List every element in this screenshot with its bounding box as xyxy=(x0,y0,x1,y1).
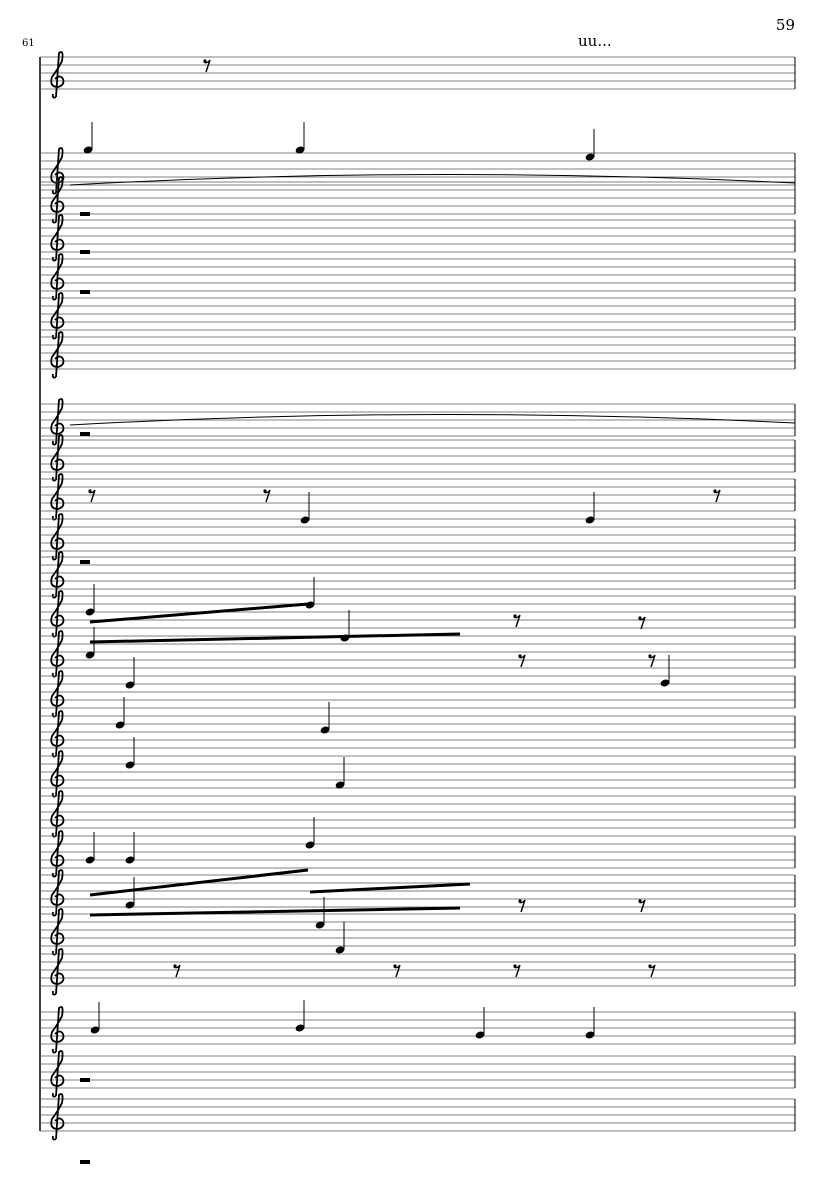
notehead xyxy=(585,1031,595,1039)
treble-clef-icon xyxy=(50,869,65,917)
tie xyxy=(69,173,796,186)
treble-clef-icon xyxy=(50,790,65,838)
whole-rest xyxy=(80,1078,90,1082)
rest-dot xyxy=(513,614,517,618)
treble-clef-icon xyxy=(50,51,65,99)
notehead xyxy=(295,146,305,154)
notehead xyxy=(335,781,345,789)
rest-dot xyxy=(713,489,717,493)
notehead xyxy=(300,516,310,524)
treble-clef-icon xyxy=(50,253,65,301)
notehead xyxy=(320,726,330,734)
rest-dot xyxy=(638,899,642,903)
rest-dot xyxy=(393,964,397,968)
notehead xyxy=(85,608,95,616)
whole-rest xyxy=(80,432,90,436)
notehead xyxy=(335,946,345,954)
whole-rest xyxy=(80,250,90,254)
treble-clef-icon xyxy=(50,398,65,446)
beam xyxy=(309,882,471,894)
treble-clef-icon xyxy=(50,214,65,262)
rest-dot xyxy=(638,616,642,620)
treble-clef-icon xyxy=(50,551,65,599)
whole-rest xyxy=(80,290,90,294)
notehead xyxy=(660,679,670,687)
treble-clef-icon xyxy=(50,147,65,195)
treble-clef-icon xyxy=(50,630,65,678)
rest-dot xyxy=(648,654,652,658)
notehead xyxy=(125,761,135,769)
notehead xyxy=(125,901,135,909)
rest-dot xyxy=(173,964,177,968)
treble-clef-icon xyxy=(50,331,65,379)
notehead xyxy=(115,721,125,729)
treble-clef-icon xyxy=(50,1050,65,1098)
rest-dot xyxy=(648,964,652,968)
rest-dot xyxy=(88,489,92,493)
whole-rest xyxy=(80,560,90,564)
treble-clef-icon xyxy=(50,434,65,482)
beam xyxy=(89,602,309,624)
notehead xyxy=(125,681,135,689)
notehead xyxy=(475,1031,485,1039)
notehead xyxy=(125,856,135,864)
notehead xyxy=(295,1024,305,1032)
notehead xyxy=(85,651,95,659)
treble-clef-icon xyxy=(50,710,65,758)
treble-clef-icon xyxy=(50,1006,65,1054)
beam xyxy=(89,868,309,897)
rest-dot xyxy=(203,59,207,63)
text-marking: uu... xyxy=(578,32,612,50)
treble-clef-icon xyxy=(50,670,65,718)
page-number: 59 xyxy=(775,16,795,34)
rest-dot xyxy=(518,899,522,903)
treble-clef-icon xyxy=(50,292,65,340)
rest-dot xyxy=(518,654,522,658)
notehead xyxy=(305,841,315,849)
treble-clef-icon xyxy=(50,948,65,996)
treble-clef-icon xyxy=(50,750,65,798)
notehead xyxy=(90,1026,100,1034)
beam xyxy=(89,632,461,644)
treble-clef-icon xyxy=(50,830,65,878)
notehead xyxy=(585,516,595,524)
rest-dot xyxy=(513,964,517,968)
notehead xyxy=(315,921,325,929)
beam xyxy=(89,906,461,917)
notehead xyxy=(585,153,595,161)
whole-rest xyxy=(80,1160,90,1164)
tie xyxy=(69,413,796,426)
rest-dot xyxy=(263,489,267,493)
treble-clef-icon xyxy=(50,1093,65,1141)
whole-rest xyxy=(80,212,90,216)
measure-number: 61 xyxy=(22,38,35,49)
notehead xyxy=(85,856,95,864)
notehead xyxy=(83,146,93,154)
